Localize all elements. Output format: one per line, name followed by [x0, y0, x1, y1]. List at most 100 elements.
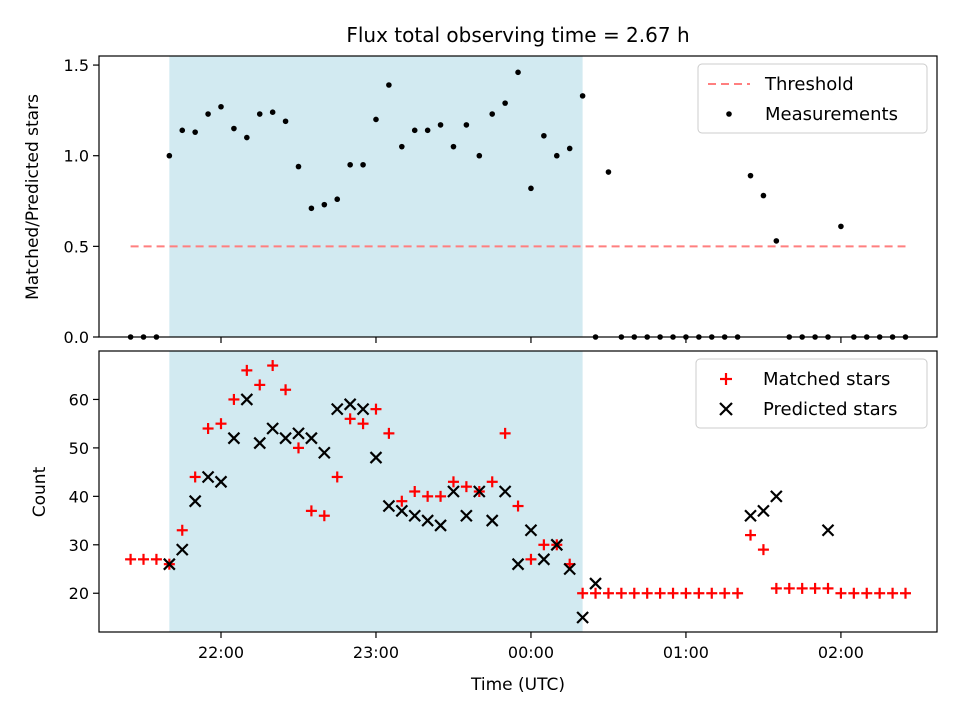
matched-star-point [590, 587, 602, 599]
matched-star-point [499, 427, 511, 439]
matched-star-point [125, 553, 137, 565]
predicted-stars-points [163, 393, 835, 624]
predicted-star-point [279, 431, 292, 445]
measurement-point [334, 196, 341, 203]
matched-star-point [809, 582, 821, 594]
predicted-star-point [511, 557, 525, 571]
bottom-x-ticks: 22:00 23:00 00:00 01:00 02:00 [198, 632, 864, 662]
top-y-ticks: 0.0 0.5 1.0 1.5 [64, 56, 99, 347]
measurement-point [838, 223, 844, 230]
predicted-star-point [201, 470, 215, 484]
measurement-point [773, 238, 780, 244]
predicted-star-point [770, 490, 783, 503]
top-ytick-label: 1.0 [64, 147, 89, 166]
matched-star-point [732, 587, 744, 599]
matched-star-point [318, 510, 330, 522]
measurement-point [295, 163, 302, 170]
bottom-legend: Matched stars Predicted stars [695, 358, 928, 429]
measurement-point [231, 125, 237, 132]
matched-star-point [189, 471, 201, 483]
bottom-xtick-label: 23:00 [353, 643, 399, 662]
predicted-star-point [576, 611, 589, 624]
top-ytick-label: 1.5 [64, 56, 89, 75]
predicted-star-point [227, 431, 241, 445]
legend-measurements-swatch [726, 111, 732, 117]
predicted-star-point [434, 519, 447, 532]
measurement-point [218, 103, 224, 110]
matched-star-point [641, 587, 653, 599]
top-panel: 0.0 0.5 1.0 1.5 Matched/Predicted stars Thr… [23, 55, 938, 347]
matched-star-point [447, 476, 459, 488]
matched-star-point [667, 587, 679, 599]
measurement-point [579, 93, 586, 99]
predicted-star-point [524, 523, 538, 537]
bottom-xtick-label: 22:00 [198, 643, 244, 662]
predicted-star-point [343, 398, 357, 411]
matched-star-point [370, 403, 382, 415]
matched-star-point [680, 587, 692, 599]
matched-star-point [215, 418, 227, 430]
bottom-ytick-label: 60 [69, 390, 89, 409]
bottom-ytick-label: 40 [69, 487, 89, 506]
legend-measurements-label: Measurements [765, 104, 898, 125]
matched-star-point [628, 587, 640, 599]
predicted-star-point [563, 562, 576, 576]
bottom-legend-box [695, 358, 928, 429]
measurement-point [205, 111, 211, 117]
bottom-xtick-label: 01:00 [663, 643, 709, 662]
predicted-star-point [550, 538, 564, 552]
matched-star-point [822, 582, 834, 594]
matched-star-point [435, 490, 447, 502]
matched-star-point [874, 587, 886, 599]
predicted-star-point [473, 485, 486, 498]
measurement-point [450, 143, 457, 150]
predicted-star-point [292, 427, 305, 440]
predicted-star-point [163, 557, 176, 571]
measurement-point [463, 122, 470, 128]
matched-star-point [835, 587, 847, 599]
predicted-star-point [421, 514, 434, 527]
top-x-ticks [220, 337, 842, 343]
matched-star-point [292, 442, 304, 454]
measurement-point [399, 143, 405, 150]
x-axis-label: Time (UTC) [470, 675, 565, 695]
top-shaded-interval [169, 56, 583, 337]
matched-star-point [783, 582, 795, 594]
measurement-point [760, 192, 767, 199]
bottom-ytick-label: 20 [69, 584, 89, 603]
predicted-star-point [214, 475, 228, 489]
predicted-star-point [821, 523, 835, 537]
predicted-star-point [485, 514, 499, 527]
measurement-point [747, 172, 754, 179]
matched-star-point [241, 364, 253, 376]
matched-star-point [331, 471, 343, 483]
matched-star-point [383, 427, 395, 439]
bottom-panel: 20 30 40 50 60 22:00 23:00 00:00 01:00 02:00 Cou… [30, 350, 938, 695]
predicted-star-point [589, 577, 602, 590]
measurement-point [321, 201, 328, 208]
measurement-point [541, 132, 547, 139]
measurement-point [515, 69, 521, 76]
predicted-star-point [330, 402, 344, 416]
predicted-star-point [266, 422, 279, 435]
top-ytick-label: 0.5 [64, 237, 89, 256]
predicted-star-point [744, 509, 757, 523]
matched-star-point [861, 587, 873, 599]
measurement-point [244, 134, 250, 141]
predicted-star-point [408, 509, 422, 523]
matched-star-point [615, 587, 627, 599]
matched-star-point [486, 476, 498, 488]
matched-star-point [848, 587, 860, 599]
bottom-ytick-label: 50 [69, 439, 89, 458]
bottom-y-axis-label: Count [30, 466, 50, 517]
matched-star-point [577, 587, 589, 599]
predicted-star-point [188, 494, 202, 508]
matched-star-point [770, 582, 782, 594]
matched-star-point [693, 587, 705, 599]
top-plot-frame [98, 55, 938, 338]
measurement-point [605, 169, 612, 175]
measurement-point [179, 127, 186, 134]
measurement-point [528, 185, 534, 192]
top-legend-box [697, 63, 928, 134]
